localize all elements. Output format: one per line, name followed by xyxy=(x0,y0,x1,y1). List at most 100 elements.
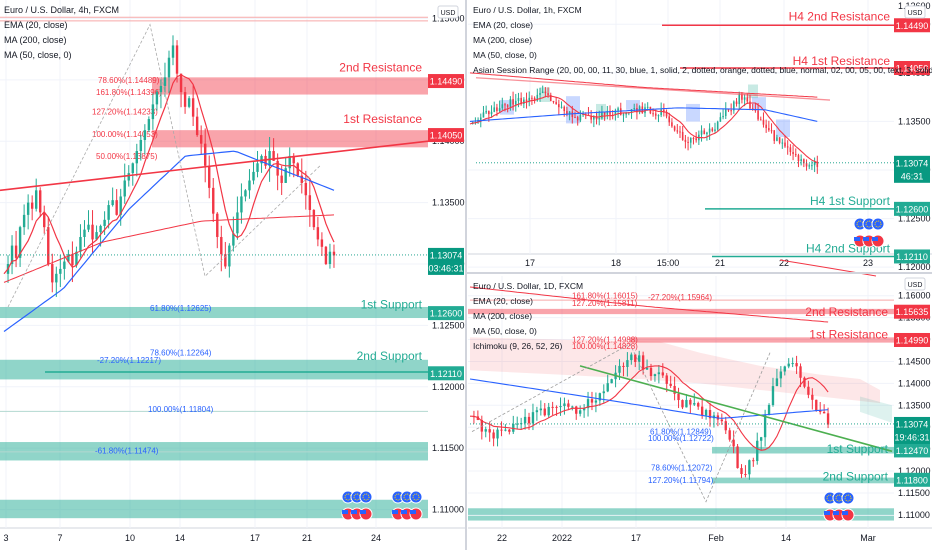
p1h-candle xyxy=(784,142,786,147)
p1d-candle xyxy=(512,423,515,432)
p4h-candle xyxy=(316,227,320,240)
price-axis-4h[interactable] xyxy=(428,0,466,550)
time-tick: 3 xyxy=(3,533,8,543)
p1d-candle xyxy=(759,437,763,441)
p1d-candle xyxy=(728,430,731,440)
p4h-candle xyxy=(103,219,106,226)
usd-badge: USD xyxy=(441,10,456,17)
event-1d-eu-icon[interactable] xyxy=(841,491,855,505)
panel-1d[interactable]: 1.160001.155001.150001.145001.140001.135… xyxy=(468,276,932,550)
event-4h-a-eu-icon[interactable] xyxy=(359,490,373,504)
p1h-candle xyxy=(544,91,547,94)
countdown-badge-bg xyxy=(894,168,930,183)
legend-title: EMA (20, close) xyxy=(473,20,533,30)
p1d-candle xyxy=(484,429,487,432)
event-1d-eu-stars-icon xyxy=(844,494,852,502)
p1h-candle xyxy=(523,99,525,105)
event-1h-eu-icon[interactable] xyxy=(871,217,885,231)
p1h-candle xyxy=(614,110,617,115)
p1d-candle xyxy=(752,460,755,462)
price-badge-level: 1.12470 xyxy=(896,446,929,456)
price-tick: 1.14500 xyxy=(898,356,931,366)
usd-badge-bg[interactable] xyxy=(437,5,459,19)
p4h-candle xyxy=(127,173,130,181)
p1h-candle xyxy=(579,115,582,121)
p4h-candle xyxy=(272,151,275,161)
price-badge-level: 1.12600 xyxy=(896,204,929,214)
p4h-candle xyxy=(175,45,179,74)
p1d-candle xyxy=(704,410,708,416)
p1h-candle xyxy=(638,106,641,113)
p1d-candle xyxy=(567,403,570,407)
price-badge-level-bg xyxy=(894,472,930,487)
sr-zone xyxy=(0,499,428,519)
p1d-candle xyxy=(578,410,582,414)
p4h-candle xyxy=(324,246,328,264)
price-badge-1st-resistance: 1.14050 xyxy=(430,131,463,141)
p1h-candle xyxy=(566,111,568,114)
p1d-candle xyxy=(803,377,806,387)
price-axis-1d[interactable] xyxy=(894,276,932,550)
p1d-candle xyxy=(638,355,641,362)
time-tick: 21 xyxy=(302,533,312,543)
panel-1h[interactable]: 1.145001.140001.135001.130001.125001.120… xyxy=(468,0,932,277)
p1h-candle xyxy=(759,119,762,121)
ma50-line xyxy=(469,107,818,122)
event-4h-b-eu-icon[interactable] xyxy=(409,490,423,504)
event-4h-a-eu-stars-icon xyxy=(362,493,370,501)
p1d-candle xyxy=(779,371,783,379)
ichimoku-cloud xyxy=(470,337,880,404)
p4h-candle xyxy=(75,251,78,266)
price-badge-current: 1.13074 xyxy=(896,158,929,168)
event-4h-b-us-canton-icon xyxy=(392,510,398,514)
usd-badge-bg[interactable] xyxy=(904,5,926,19)
ma200-line xyxy=(3,214,335,283)
level-label: H4 1st Resistance xyxy=(793,54,891,68)
p4h-candle xyxy=(203,143,207,166)
price-badge-1st-support-bg xyxy=(428,306,464,321)
legend-title: Euro / U.S. Dollar, 1D, FXCM xyxy=(473,281,583,291)
p1h-candle xyxy=(722,115,724,118)
price-badge-2nd-support: 1.12110 xyxy=(430,369,462,379)
p1d-candle xyxy=(669,383,672,386)
p1h-candle xyxy=(743,97,746,100)
p1d-candle xyxy=(645,367,649,370)
level-label: 2nd Support xyxy=(357,349,423,363)
time-tick: 18 xyxy=(611,258,621,268)
p1d-candle xyxy=(771,386,775,406)
price-badge-1st-resistance-bg xyxy=(428,128,464,143)
event-1h-us-canton-icon xyxy=(872,237,878,241)
fib-label: -61.80%(1.11474) xyxy=(95,447,159,456)
p1h-candle xyxy=(504,104,506,106)
p1d-candle xyxy=(543,408,546,416)
level-label: H4 1st Support xyxy=(810,194,891,208)
price-badge-level: 1.15635 xyxy=(896,307,929,317)
p1h-candle xyxy=(716,121,719,130)
usd-badge-bg[interactable] xyxy=(904,277,926,291)
p4h-candle xyxy=(87,224,90,230)
p4h-candle xyxy=(256,163,259,172)
p4h-candle xyxy=(268,151,271,166)
p1d-candle xyxy=(763,414,767,438)
p1h-candle xyxy=(727,109,730,111)
p4h-candle xyxy=(328,251,332,264)
p4h-candle xyxy=(71,254,74,266)
sr-zone xyxy=(152,77,428,95)
panel-4h[interactable]: 1.150001.145001.140001.135001.130001.125… xyxy=(0,0,466,550)
legend-title: Asian Session Range (20, 00, 00, 11, 30,… xyxy=(473,65,932,75)
event-4h-a-us-canton-icon xyxy=(360,510,366,514)
fib-label: 78.60%(1.14489) xyxy=(98,76,160,85)
p1h-candle xyxy=(506,105,509,107)
price-tick: 1.13500 xyxy=(898,400,931,410)
ma50-line xyxy=(469,378,829,419)
p1h-candle xyxy=(520,97,522,105)
p1h-candle xyxy=(695,138,697,141)
price-badge-level: 1.14050 xyxy=(896,64,929,74)
p4h-candle xyxy=(83,229,86,237)
p1h-candle xyxy=(617,108,619,111)
price-axis-1h[interactable] xyxy=(894,0,932,272)
p1d-candle xyxy=(748,460,751,475)
p1h-candle xyxy=(679,131,681,133)
p1d-candle xyxy=(582,408,586,411)
p4h-candle xyxy=(220,236,223,255)
